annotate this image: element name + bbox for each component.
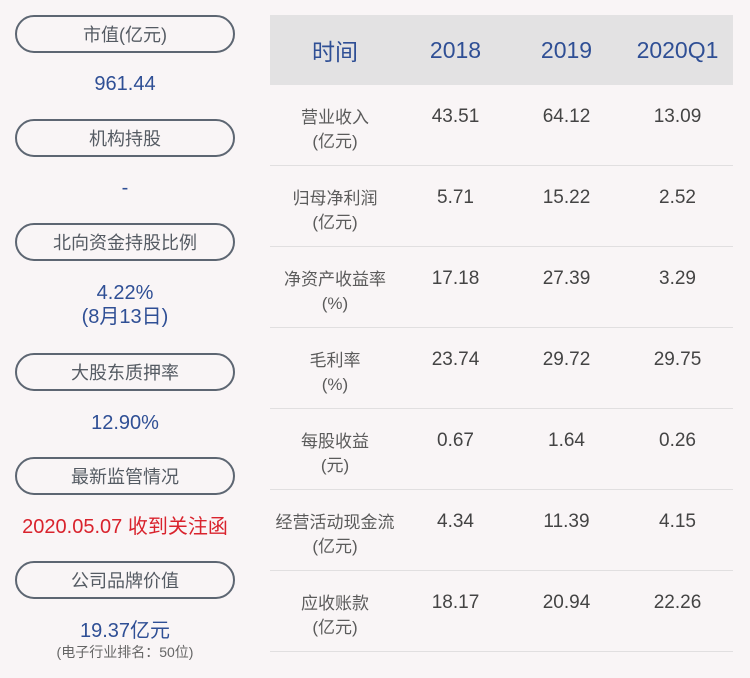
- cell-2018: 4.34: [437, 511, 474, 532]
- metric-unit: (%): [321, 375, 349, 394]
- major-shareholder-pledge-value: 12.90%: [91, 412, 159, 434]
- market-cap-label: 市值(亿元): [83, 25, 167, 45]
- cell-2019: 29.72: [542, 349, 591, 370]
- institutional-holding-label-pill: 机构持股: [15, 119, 235, 157]
- row-label: 归母净利润 (亿元): [270, 166, 400, 235]
- metric-name: 应收账款: [301, 594, 369, 613]
- metric-name: 净资产收益率: [284, 270, 386, 289]
- header-time: 时间: [312, 39, 358, 65]
- northbound-holding-label-pill: 北向资金持股比例: [15, 223, 235, 261]
- market-cap-label-pill: 市值(亿元): [15, 15, 235, 53]
- cell-2019: 27.39: [542, 268, 591, 289]
- regulatory-status-label-pill: 最新监管情况: [15, 457, 235, 495]
- table-row-accounts-receivable: 应收账款 (亿元) 18.17 20.94 22.26: [270, 571, 733, 652]
- cell-2019: 64.12: [542, 106, 591, 127]
- stock-summary-panel: 市值(亿元) 961.44 机构持股 - 北向资金持股比例 4.22% (8月1…: [0, 0, 250, 678]
- metric-unit: (元): [320, 456, 350, 475]
- table-row-gross-margin: 毛利率 (%) 23.74 29.72 29.75: [270, 328, 733, 409]
- metric-unit: (亿元): [312, 213, 358, 232]
- table-row-net-profit: 归母净利润 (亿元) 5.71 15.22 2.52: [270, 166, 733, 247]
- row-label: 经营活动现金流 (亿元): [270, 490, 400, 559]
- cell-2019: 20.94: [542, 592, 591, 613]
- cell-2020q1: 22.26: [653, 592, 702, 613]
- brand-value-label: 公司品牌价值: [71, 571, 179, 591]
- brand-value-ranking-note: (电子行业排名：50位): [56, 644, 194, 660]
- northbound-holding-percent: 4.22%: [96, 282, 154, 304]
- metric-unit: (%): [321, 294, 349, 313]
- cell-2020q1: 0.26: [659, 430, 696, 451]
- northbound-holding-label: 北向资金持股比例: [53, 233, 197, 253]
- cell-2018: 18.17: [431, 592, 480, 613]
- cell-2020q1: 13.09: [653, 106, 702, 127]
- table-row-roe: 净资产收益率 (%) 17.18 27.39 3.29: [270, 247, 733, 328]
- brand-value: 19.37亿元 (电子行业排名：50位): [0, 619, 250, 661]
- cell-2018: 0.67: [437, 430, 474, 451]
- cell-2018: 5.71: [437, 187, 474, 208]
- header-2018: 2018: [429, 36, 482, 63]
- metric-name: 每股收益: [301, 432, 369, 451]
- row-label: 毛利率 (%): [270, 328, 400, 397]
- table-header: 时间 2018 2019 2020Q1: [270, 15, 733, 85]
- cell-2020q1: 4.15: [659, 511, 696, 532]
- row-label: 每股收益 (元): [270, 409, 400, 478]
- northbound-holding-value: 4.22% (8月13日): [0, 281, 250, 329]
- cell-2020q1: 3.29: [659, 268, 696, 289]
- brand-value-amount: 19.37亿元: [79, 620, 171, 642]
- table-row-revenue: 营业收入 (亿元) 43.51 64.12 13.09: [270, 85, 733, 166]
- major-shareholder-pledge-label: 大股东质押率: [71, 363, 179, 383]
- cell-2019: 11.39: [543, 511, 590, 532]
- major-shareholder-pledge-label-pill: 大股东质押率: [15, 353, 235, 391]
- metric-unit: (亿元): [312, 132, 358, 151]
- financial-table: 时间 2018 2019 2020Q1 营业收入 (亿元) 43.51 64.1…: [270, 15, 733, 652]
- northbound-holding-date: (8月13日): [81, 306, 169, 328]
- metric-name: 毛利率: [309, 351, 361, 370]
- metric-name: 经营活动现金流: [275, 513, 395, 532]
- cell-2018: 17.18: [431, 268, 480, 289]
- row-label: 营业收入 (亿元): [270, 85, 400, 154]
- header-2019: 2019: [540, 36, 593, 63]
- regulatory-status-label: 最新监管情况: [71, 467, 179, 487]
- metric-unit: (亿元): [312, 618, 358, 637]
- metric-name: 归母净利润: [292, 189, 378, 208]
- metric-name: 营业收入: [301, 108, 369, 127]
- market-cap-value: 961.44: [94, 73, 156, 95]
- regulatory-status-value: 2020.05.07 收到关注函: [22, 516, 228, 538]
- table-row-eps: 每股收益 (元) 0.67 1.64 0.26: [270, 409, 733, 490]
- row-label: 应收账款 (亿元): [270, 571, 400, 640]
- brand-value-label-pill: 公司品牌价值: [15, 561, 235, 599]
- header-2020q1: 2020Q1: [636, 36, 719, 63]
- row-label: 净资产收益率 (%): [270, 247, 400, 316]
- cell-2020q1: 29.75: [653, 349, 702, 370]
- table-row-operating-cash-flow: 经营活动现金流 (亿元) 4.34 11.39 4.15: [270, 490, 733, 571]
- cell-2019: 15.22: [542, 187, 591, 208]
- cell-2018: 43.51: [431, 106, 480, 127]
- cell-2019: 1.64: [548, 430, 585, 451]
- institutional-holding-value: -: [121, 177, 129, 199]
- cell-2018: 23.74: [431, 349, 480, 370]
- cell-2020q1: 2.52: [659, 187, 696, 208]
- metric-unit: (亿元): [312, 537, 358, 556]
- institutional-holding-label: 机构持股: [89, 129, 161, 149]
